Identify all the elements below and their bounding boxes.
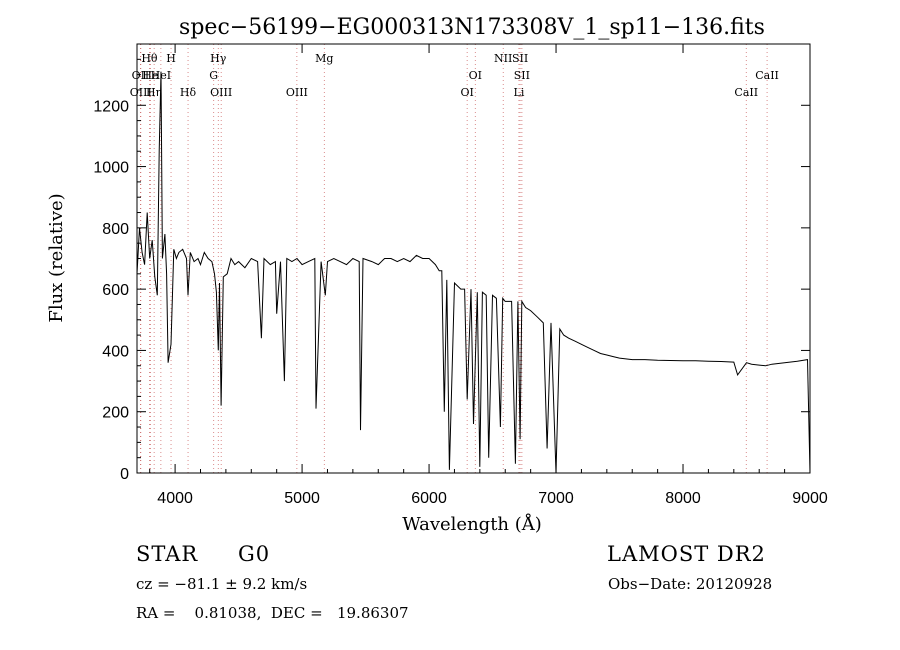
line-marker-label: OII bbox=[132, 69, 150, 82]
line-marker-label: G bbox=[209, 69, 218, 82]
line-marker-label: He bbox=[142, 69, 158, 82]
y-tick-label: 200 bbox=[102, 405, 129, 422]
object-class: STAR bbox=[136, 542, 199, 566]
x-tick-label: 5000 bbox=[284, 490, 320, 507]
line-marker-label: OI bbox=[460, 86, 473, 99]
observation-date: Obs−Date: 20120928 bbox=[608, 575, 773, 593]
line-marker-label: CaII bbox=[755, 69, 779, 82]
y-axis-ticks: 0 200 400 600 800 1000 1200 bbox=[93, 58, 810, 483]
redshift-info: cz = −81.1 ± 9.2 km/s bbox=[136, 575, 308, 593]
y-tick-label: 400 bbox=[102, 343, 129, 360]
y-tick-label: 1000 bbox=[93, 160, 129, 177]
line-marker-label: OIII bbox=[286, 86, 308, 99]
y-axis-label: Flux (relative) bbox=[46, 193, 67, 322]
line-marker-label: OIII bbox=[210, 86, 232, 99]
line-marker-label: Hθ bbox=[141, 52, 158, 65]
x-tick-label: 6000 bbox=[411, 490, 447, 507]
line-marker-label: Hη bbox=[146, 86, 162, 99]
y-tick-label: 800 bbox=[102, 221, 129, 238]
x-tick-label: 8000 bbox=[665, 490, 701, 507]
x-axis-label: Wavelength (Å) bbox=[402, 513, 542, 535]
line-marker-label: NII bbox=[494, 52, 512, 65]
line-marker-label: Hγ bbox=[210, 52, 227, 65]
object-subclass: G0 bbox=[238, 542, 271, 566]
y-tick-label: 1200 bbox=[93, 98, 129, 115]
line-marker-label: Li bbox=[514, 86, 525, 99]
x-tick-label: 9000 bbox=[792, 490, 828, 507]
survey-name: LAMOST DR2 bbox=[607, 542, 766, 566]
line-marker-label: OI bbox=[469, 69, 482, 82]
line-marker-label: CaII bbox=[734, 86, 758, 99]
line-marker-label: SII bbox=[514, 69, 530, 82]
x-tick-label: 7000 bbox=[538, 490, 574, 507]
coordinates: RA = 0.81038, DEC = 19.86307 bbox=[136, 604, 409, 622]
line-marker-label: H bbox=[166, 52, 176, 65]
line-marker-label: OIII bbox=[130, 86, 152, 99]
line-marker-label: Hδ bbox=[180, 86, 197, 99]
x-axis-ticks: 4000 5000 6000 7000 8000 9000 bbox=[149, 44, 828, 507]
line-markers bbox=[140, 44, 768, 473]
line-marker-label: Mg bbox=[315, 52, 333, 65]
x-tick-label: 4000 bbox=[157, 490, 193, 507]
spectrum-line bbox=[136, 71, 811, 474]
line-marker-label: SII bbox=[512, 52, 528, 65]
y-tick-label: 600 bbox=[102, 282, 129, 299]
y-tick-label: 0 bbox=[120, 466, 129, 483]
chart-title: spec−56199−EG000313N173308V_1_sp11−136.f… bbox=[179, 15, 765, 40]
